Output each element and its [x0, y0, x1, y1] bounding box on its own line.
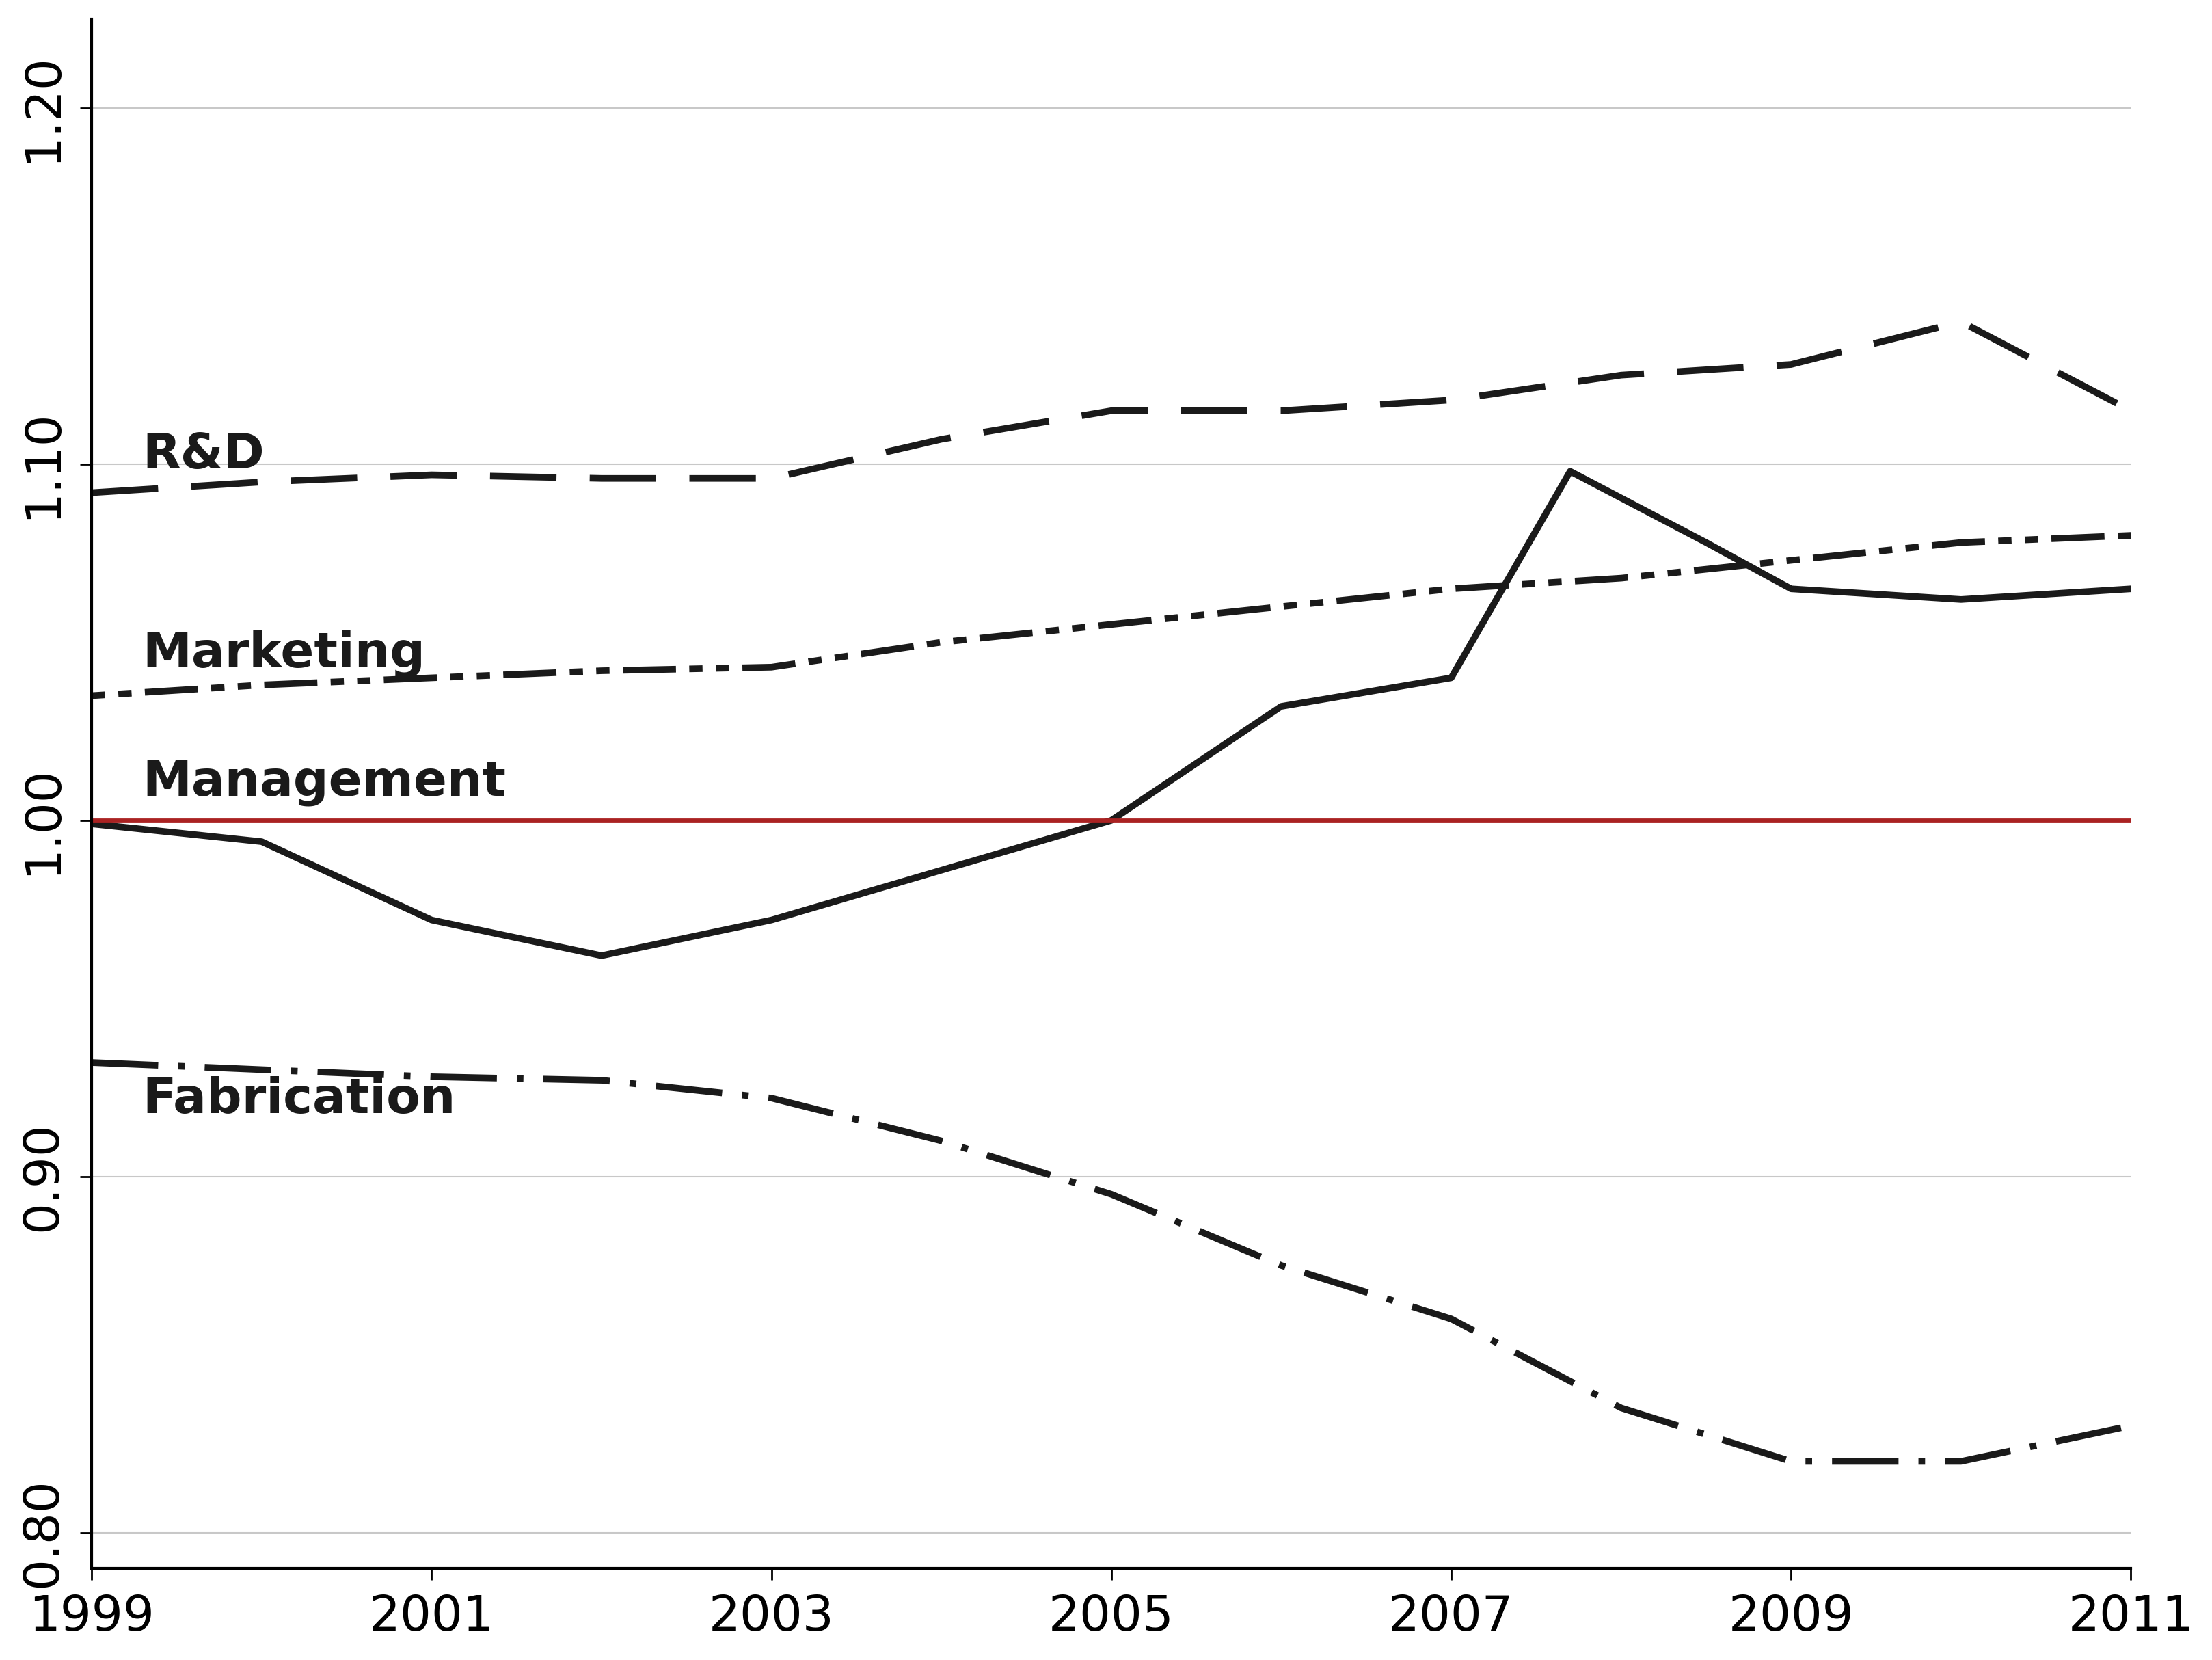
Text: Fabrication: Fabrication [144, 1076, 456, 1124]
Text: Management: Management [144, 759, 507, 807]
Text: Marketing: Marketing [144, 631, 425, 677]
Text: R&D: R&D [144, 432, 265, 478]
